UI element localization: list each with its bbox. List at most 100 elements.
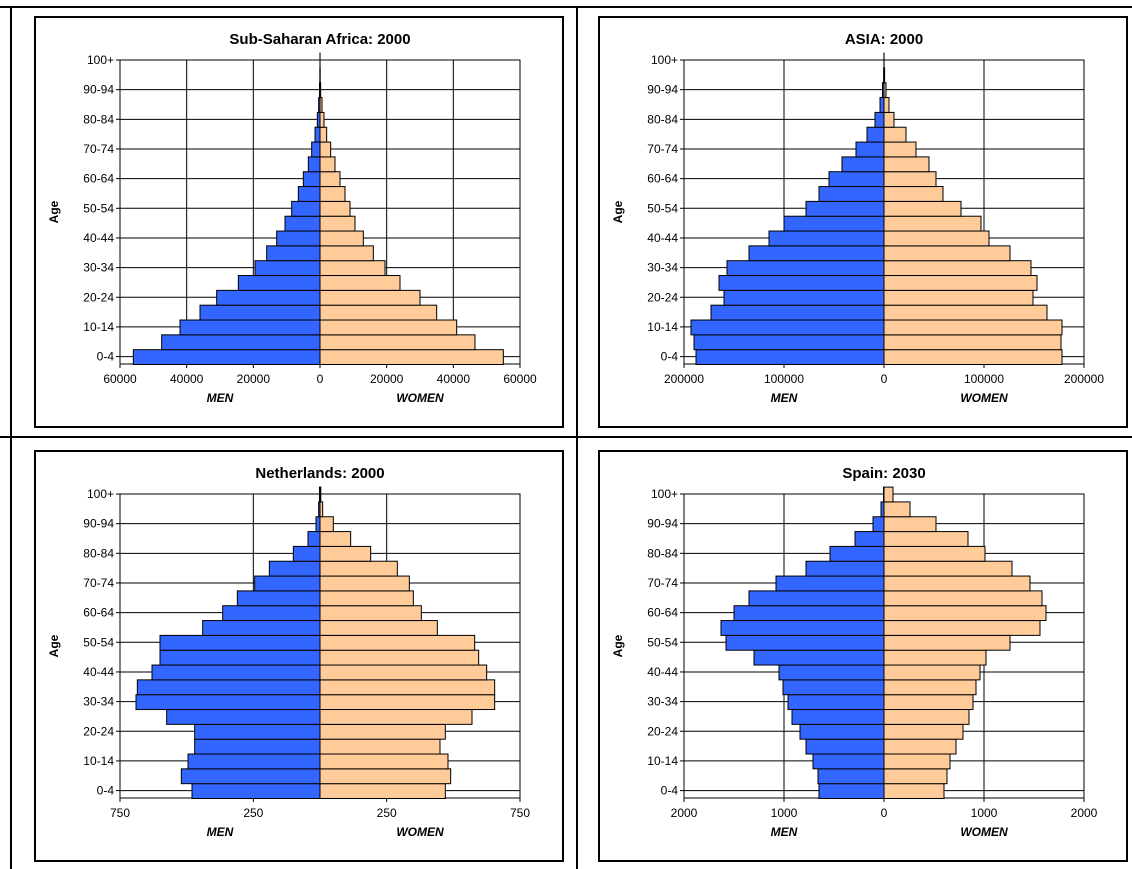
y-tick-label: 50-54 — [647, 635, 678, 649]
bar-women — [883, 126, 907, 143]
bar-women — [319, 649, 480, 666]
bar-men — [748, 245, 885, 262]
x-tick-label: 20000 — [370, 372, 404, 386]
x-tick-label: 0 — [317, 372, 324, 386]
men-label: MEN — [771, 825, 798, 839]
pyramid-chart-asia: ASIA: 2000 0-4 10-14 20-24 30-34 40-44 50-54 60… — [611, 31, 1104, 405]
y-axis-label: Age — [47, 634, 61, 657]
bar-women — [319, 605, 422, 622]
x-tick-label: 750 — [110, 806, 130, 820]
y-tick-label: 60-64 — [647, 172, 678, 186]
y-axis-label: Age — [611, 634, 625, 657]
bar-women — [883, 289, 1034, 306]
bar-women — [319, 334, 476, 351]
bar-men — [854, 531, 885, 547]
bar-women — [883, 230, 990, 247]
bar-women — [883, 664, 981, 681]
pyramid-chart-spain: Spain: 2030 0-4 10-14 20-24 30-34 40-44 50-54 6… — [611, 465, 1098, 839]
y-axis-label: Age — [47, 200, 61, 223]
bar-women — [319, 186, 346, 202]
chart-panel-3: Netherlands: 2000 0-4 10-14 20-24 30-34 40-44… — [34, 450, 564, 862]
bar-men — [315, 516, 321, 533]
grid-top-line — [0, 6, 1132, 8]
bar-women — [883, 486, 894, 503]
bar-men — [307, 531, 321, 547]
y-tick-label: 50-54 — [83, 635, 114, 649]
y-tick-label: 90-94 — [647, 517, 678, 531]
bar-men — [874, 111, 885, 128]
bar-men — [159, 649, 321, 666]
x-tick-label: 20000 — [237, 372, 271, 386]
bar-women — [883, 545, 986, 562]
grid-center-vertical-line — [576, 6, 578, 869]
y-tick-label: 80-84 — [83, 112, 114, 126]
y-tick-label: 40-44 — [647, 665, 678, 679]
bar-men — [695, 349, 885, 366]
bar-men — [194, 738, 321, 755]
bar-men — [693, 334, 885, 351]
bar-women — [319, 664, 488, 681]
bar-men — [720, 620, 885, 636]
chart-panel-1: Sub-Saharan Africa: 2000 0-4 10-14 20-24 30-… — [34, 16, 564, 428]
bar-women — [319, 82, 322, 99]
bar-women — [883, 679, 977, 696]
y-tick-label: 60-64 — [83, 606, 114, 620]
bar-women — [319, 111, 325, 128]
y-tick-label: 10-14 — [647, 754, 678, 768]
men-label: MEN — [771, 391, 798, 405]
bar-men — [180, 768, 321, 785]
chart-title: ASIA: 2000 — [845, 31, 923, 48]
y-tick-label: 70-74 — [647, 142, 678, 156]
bar-women — [319, 319, 458, 336]
bar-men — [276, 230, 321, 247]
bar-men — [307, 156, 321, 173]
bar-men — [284, 215, 321, 232]
x-tick-label: 2000 — [1071, 806, 1098, 820]
bar-men — [302, 171, 321, 188]
chart-title: Netherlands: 2000 — [255, 465, 384, 482]
bar-women — [883, 709, 970, 725]
y-tick-label: 60-64 — [83, 172, 114, 186]
bar-women — [319, 768, 452, 785]
y-tick-label: 40-44 — [83, 231, 114, 245]
y-tick-label: 80-84 — [647, 112, 678, 126]
bar-men — [829, 545, 885, 562]
x-tick-label: 250 — [377, 806, 397, 820]
bar-men — [191, 783, 321, 800]
bar-men — [855, 141, 885, 158]
bar-men — [179, 319, 321, 336]
bar-women — [319, 634, 476, 651]
y-tick-label: 20-24 — [83, 724, 114, 738]
bar-women — [319, 97, 323, 113]
bar-women — [883, 738, 957, 755]
y-tick-label: 80-84 — [83, 546, 114, 560]
bar-women — [319, 545, 372, 562]
y-tick-label: 70-74 — [647, 576, 678, 590]
bar-women — [319, 709, 473, 725]
y-tick-label: 20-24 — [647, 290, 678, 304]
bar-women — [883, 531, 969, 547]
y-tick-label: 50-54 — [83, 201, 114, 215]
men-label: MEN — [207, 825, 234, 839]
y-tick-label: 20-24 — [83, 290, 114, 304]
x-tick-label: 2000 — [671, 806, 698, 820]
bar-men — [753, 649, 885, 666]
grid-middle-horizontal-line — [0, 436, 1132, 438]
chart-panel-2: ASIA: 2000 0-4 10-14 20-24 30-34 40-44 50-54 60… — [598, 16, 1128, 428]
bar-men — [805, 200, 885, 217]
bar-men — [778, 664, 885, 681]
x-tick-label: 40000 — [170, 372, 204, 386]
y-tick-label: 90-94 — [647, 83, 678, 97]
grid-left-line — [10, 6, 12, 869]
x-tick-label: 0 — [881, 372, 888, 386]
bar-women — [883, 334, 1062, 351]
women-label: WOMEN — [396, 391, 444, 405]
bar-men — [151, 664, 321, 681]
y-tick-label: 50-54 — [647, 201, 678, 215]
bar-women — [319, 560, 398, 577]
bar-women — [319, 304, 438, 321]
y-tick-label: 0-4 — [661, 350, 679, 364]
bar-women — [883, 575, 1031, 592]
bar-women — [319, 156, 336, 173]
x-tick-label: 100000 — [764, 372, 804, 386]
